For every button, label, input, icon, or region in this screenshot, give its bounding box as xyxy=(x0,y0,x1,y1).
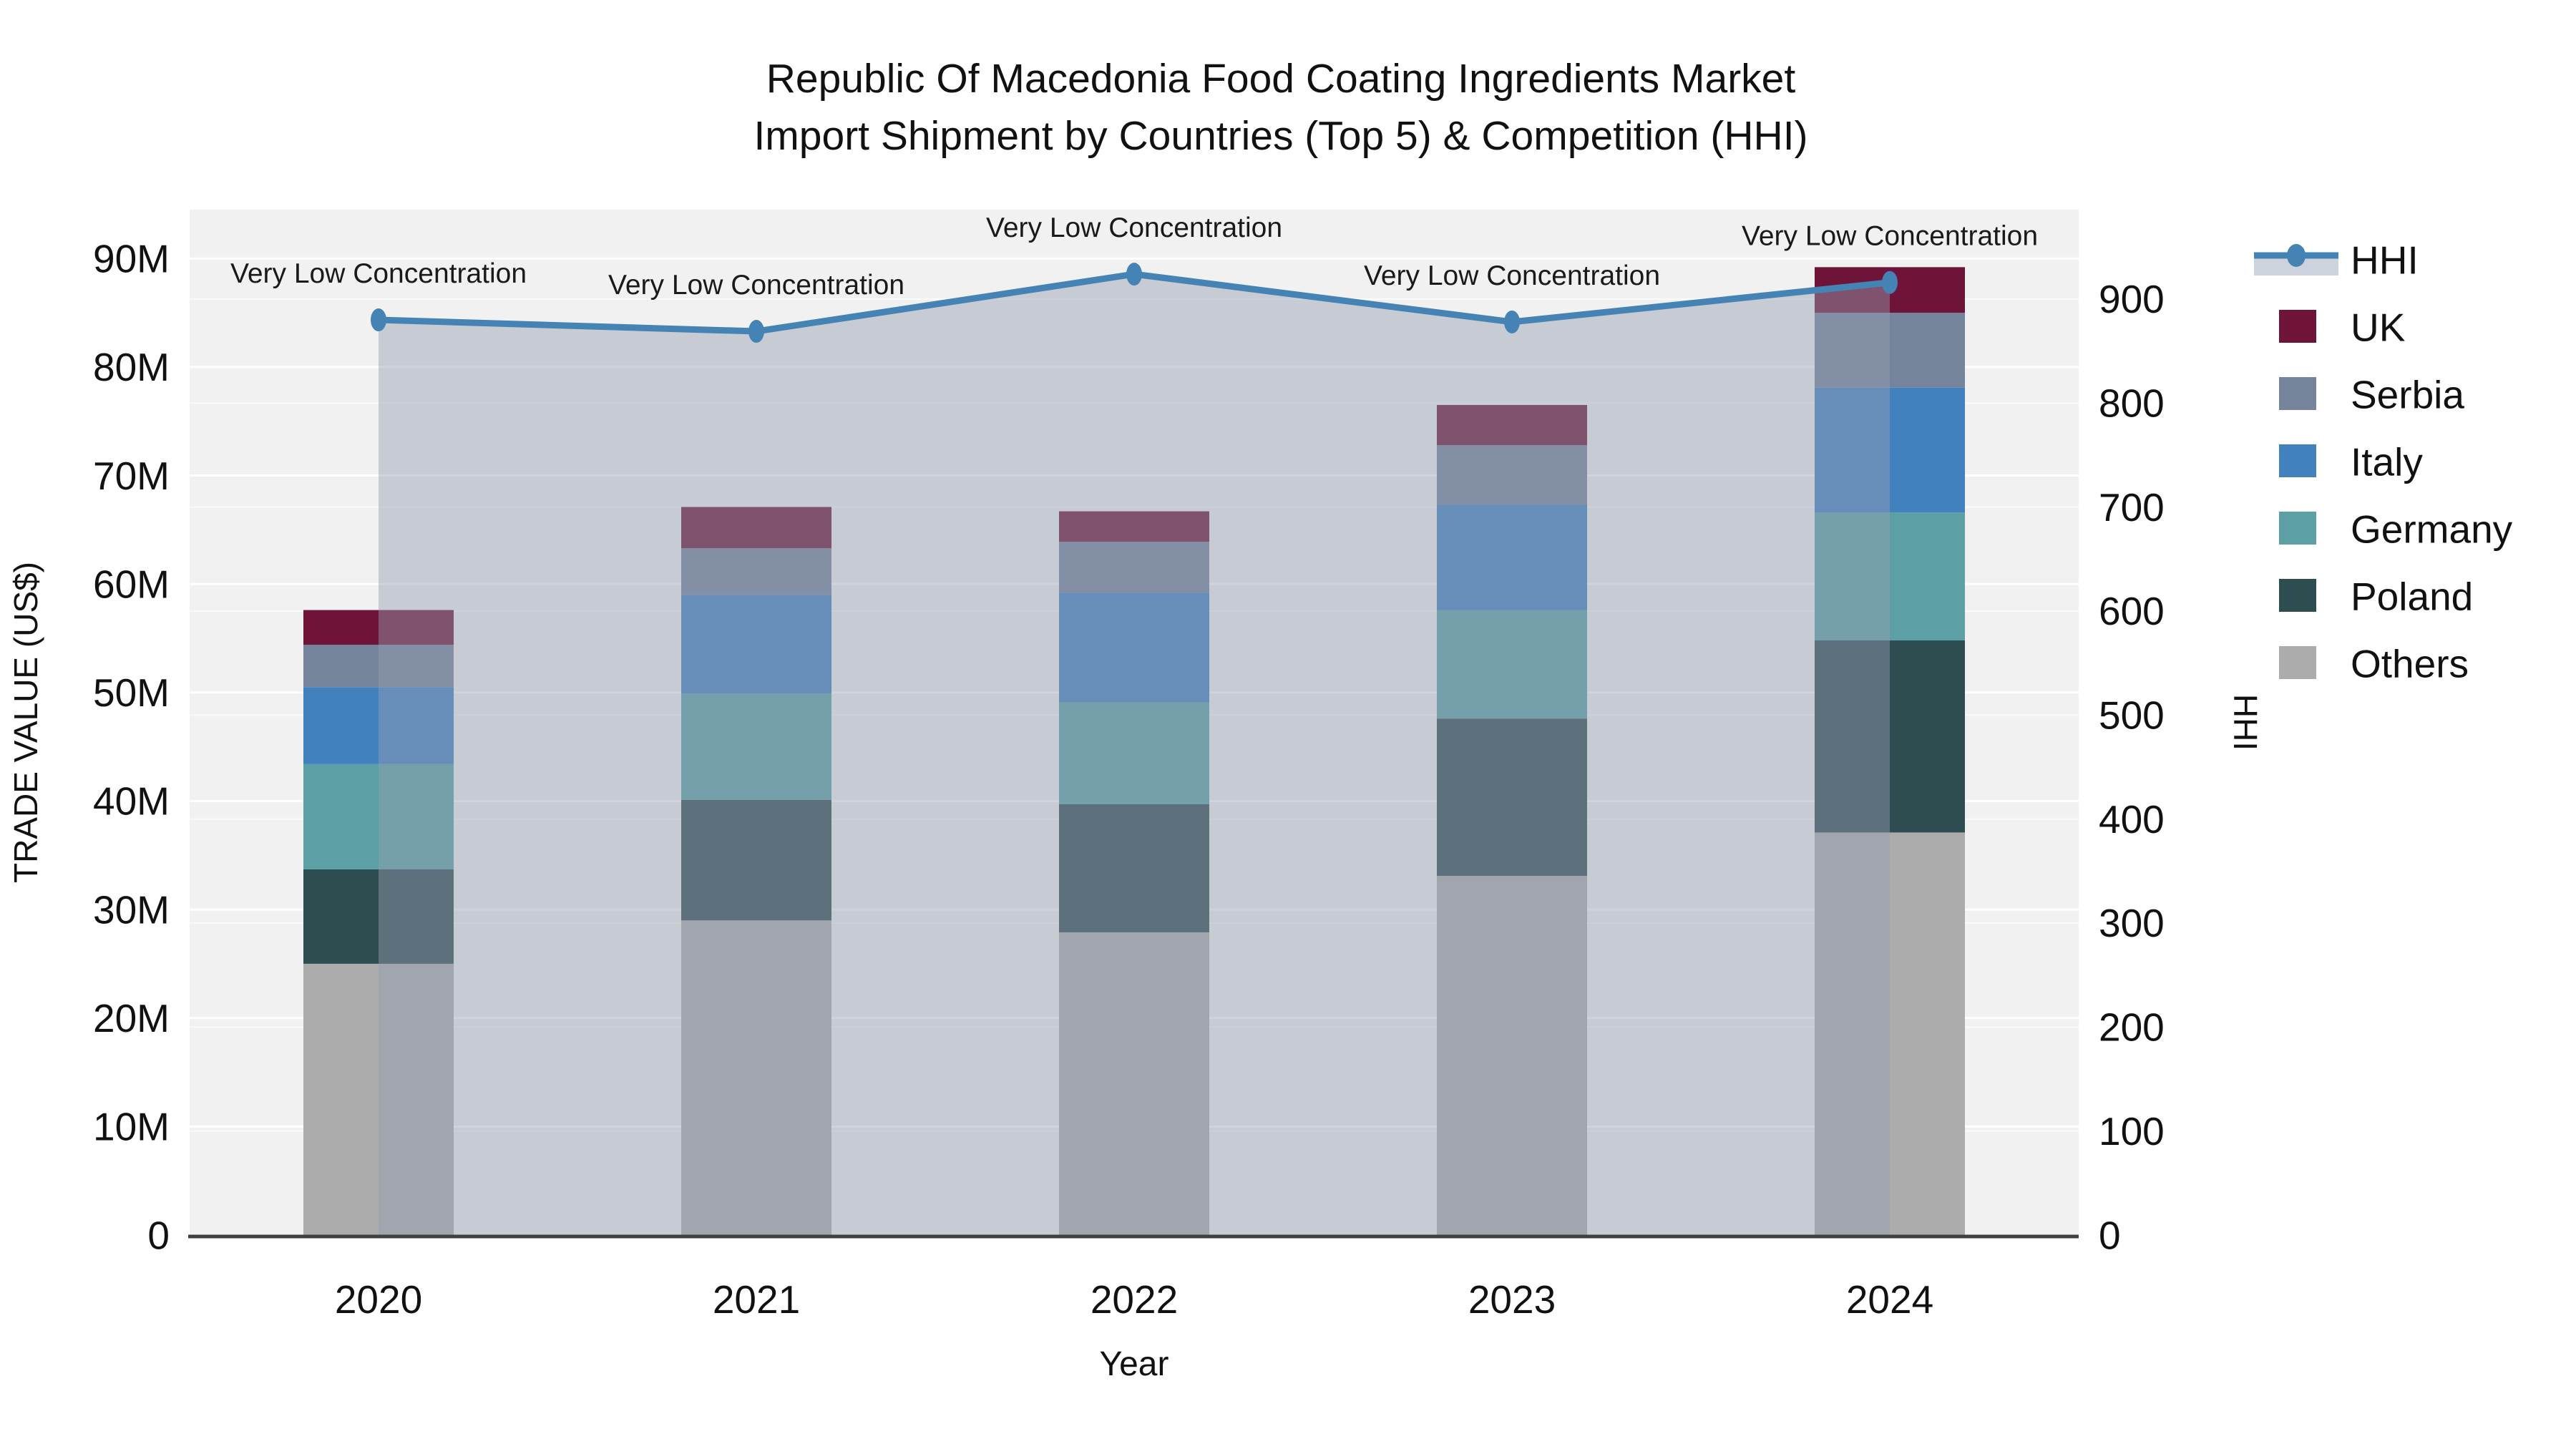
y-right-tick-400: 400 xyxy=(2099,797,2165,841)
hhi-marker-2020 xyxy=(371,308,386,332)
y-right-tick-600: 600 xyxy=(2099,589,2165,633)
hhi-marker-2023 xyxy=(1504,310,1520,333)
legend-swatch-uk xyxy=(2279,310,2316,343)
y-left-tick-20M: 20M xyxy=(93,996,170,1040)
bar-segment-others-2023 xyxy=(1437,876,1587,1235)
bar-series-group xyxy=(303,267,1965,1235)
bar-segment-poland-2022 xyxy=(1059,804,1209,932)
bar-segment-germany-2022 xyxy=(1059,702,1209,804)
x-tick-2024: 2024 xyxy=(1846,1277,1933,1322)
bar-segment-others-2020 xyxy=(303,963,454,1235)
legend-swatch-poland xyxy=(2279,579,2316,612)
chart-title: Republic Of Macedonia Food Coating Ingre… xyxy=(0,50,2562,165)
x-tick-2021: 2021 xyxy=(713,1277,800,1322)
y-left-tick-70M: 70M xyxy=(93,454,170,498)
x-tick-2022: 2022 xyxy=(1091,1277,1178,1322)
bar-segment-serbia-2022 xyxy=(1059,542,1209,593)
legend-hhi-marker-sample xyxy=(2287,244,2306,267)
bar-segment-poland-2021 xyxy=(681,799,831,921)
bar-segment-germany-2023 xyxy=(1437,610,1587,719)
legend-swatch-serbia xyxy=(2279,377,2316,410)
x-tick-2023: 2023 xyxy=(1468,1277,1556,1322)
y-left-tick-90M: 90M xyxy=(93,236,170,280)
y-right-axis-title: HHI xyxy=(2227,694,2264,751)
bar-segment-germany-2021 xyxy=(681,693,831,800)
bar-segment-italy-2021 xyxy=(681,595,831,694)
legend-label-hhi: HHI xyxy=(2351,238,2419,282)
annotation-concentration-2021: Very Low Concentration xyxy=(608,270,904,301)
legend: HHI UK Serbia Italy Germany Poland Others xyxy=(2254,238,2513,686)
hhi-marker-2022 xyxy=(1126,263,1142,286)
bar-segment-uk-2023 xyxy=(1437,404,1587,446)
x-axis-title: Year xyxy=(1100,1345,1169,1383)
legend-swatch-germany xyxy=(2279,512,2316,545)
y-left-tick-60M: 60M xyxy=(93,562,170,606)
legend-label-uk: UK xyxy=(2351,305,2406,349)
bar-segment-serbia-2020 xyxy=(303,645,454,688)
bar-segment-serbia-2024 xyxy=(1815,313,1965,388)
legend-label-serbia: Serbia xyxy=(2351,372,2464,416)
hhi-marker-2021 xyxy=(748,320,764,343)
bar-segment-others-2022 xyxy=(1059,932,1209,1235)
y-left-tick-80M: 80M xyxy=(93,345,170,389)
legend-swatch-others xyxy=(2279,646,2316,679)
y-right-tick-300: 300 xyxy=(2099,901,2165,945)
legend-item-italy[interactable]: Italy xyxy=(2279,439,2423,484)
legend-item-uk[interactable]: UK xyxy=(2279,305,2406,349)
y-left-tick-50M: 50M xyxy=(93,670,170,715)
bar-segment-uk-2020 xyxy=(303,610,454,645)
bar-segment-italy-2022 xyxy=(1059,592,1209,703)
y-left-tick-10M: 10M xyxy=(93,1105,170,1149)
legend-item-serbia[interactable]: Serbia xyxy=(2279,372,2464,416)
chart-title-line-2: Import Shipment by Countries (Top 5) & C… xyxy=(753,113,1808,159)
y-right-tick-500: 500 xyxy=(2099,693,2165,738)
bar-segment-italy-2024 xyxy=(1815,387,1965,513)
y-left-axis-title: TRADE VALUE (US$) xyxy=(7,562,44,883)
hhi-marker-2024 xyxy=(1882,270,1898,294)
y-left-tick-30M: 30M xyxy=(93,887,170,932)
x-tick-2020: 2020 xyxy=(335,1277,422,1322)
y-left-tick-40M: 40M xyxy=(93,779,170,824)
y-right-tick-200: 200 xyxy=(2099,1005,2165,1050)
bar-segment-poland-2023 xyxy=(1437,718,1587,877)
legend-item-germany[interactable]: Germany xyxy=(2279,507,2513,551)
chart-title-line-1: Republic Of Macedonia Food Coating Ingre… xyxy=(766,56,1796,102)
legend-label-others: Others xyxy=(2351,641,2469,686)
bar-segment-italy-2020 xyxy=(303,687,454,764)
bar-segment-poland-2024 xyxy=(1815,640,1965,833)
legend-label-poland: Poland xyxy=(2351,574,2473,618)
y-right-tick-700: 700 xyxy=(2099,485,2165,530)
bar-segment-others-2024 xyxy=(1815,832,1965,1235)
bar-segment-germany-2020 xyxy=(303,763,454,869)
legend-item-others[interactable]: Others xyxy=(2279,641,2469,686)
legend-swatch-italy xyxy=(2279,444,2316,477)
bar-segment-poland-2020 xyxy=(303,869,454,964)
legend-label-germany: Germany xyxy=(2351,507,2513,551)
annotation-concentration-2024: Very Low Concentration xyxy=(1742,221,2038,252)
annotation-concentration-2020: Very Low Concentration xyxy=(230,258,527,289)
y-right-tick-100: 100 xyxy=(2099,1109,2165,1153)
bar-segment-others-2021 xyxy=(681,920,831,1235)
bar-segment-uk-2021 xyxy=(681,507,831,549)
y-left-tick-0: 0 xyxy=(147,1213,170,1257)
bar-segment-uk-2022 xyxy=(1059,511,1209,542)
bar-segment-germany-2024 xyxy=(1815,512,1965,641)
legend-item-hhi[interactable]: HHI xyxy=(2254,238,2419,282)
y-right-tick-0: 0 xyxy=(2099,1213,2121,1257)
y-right-tick-900: 900 xyxy=(2099,277,2165,321)
y-right-tick-800: 800 xyxy=(2099,381,2165,426)
bar-segment-italy-2023 xyxy=(1437,504,1587,610)
bar-segment-serbia-2023 xyxy=(1437,445,1587,505)
legend-label-italy: Italy xyxy=(2351,439,2423,484)
annotation-concentration-2022: Very Low Concentration xyxy=(986,213,1282,243)
hhi-area-fill xyxy=(379,274,1890,1235)
bar-segment-serbia-2021 xyxy=(681,548,831,595)
annotation-concentration-2023: Very Low Concentration xyxy=(1364,260,1660,291)
legend-item-poland[interactable]: Poland xyxy=(2279,574,2473,618)
